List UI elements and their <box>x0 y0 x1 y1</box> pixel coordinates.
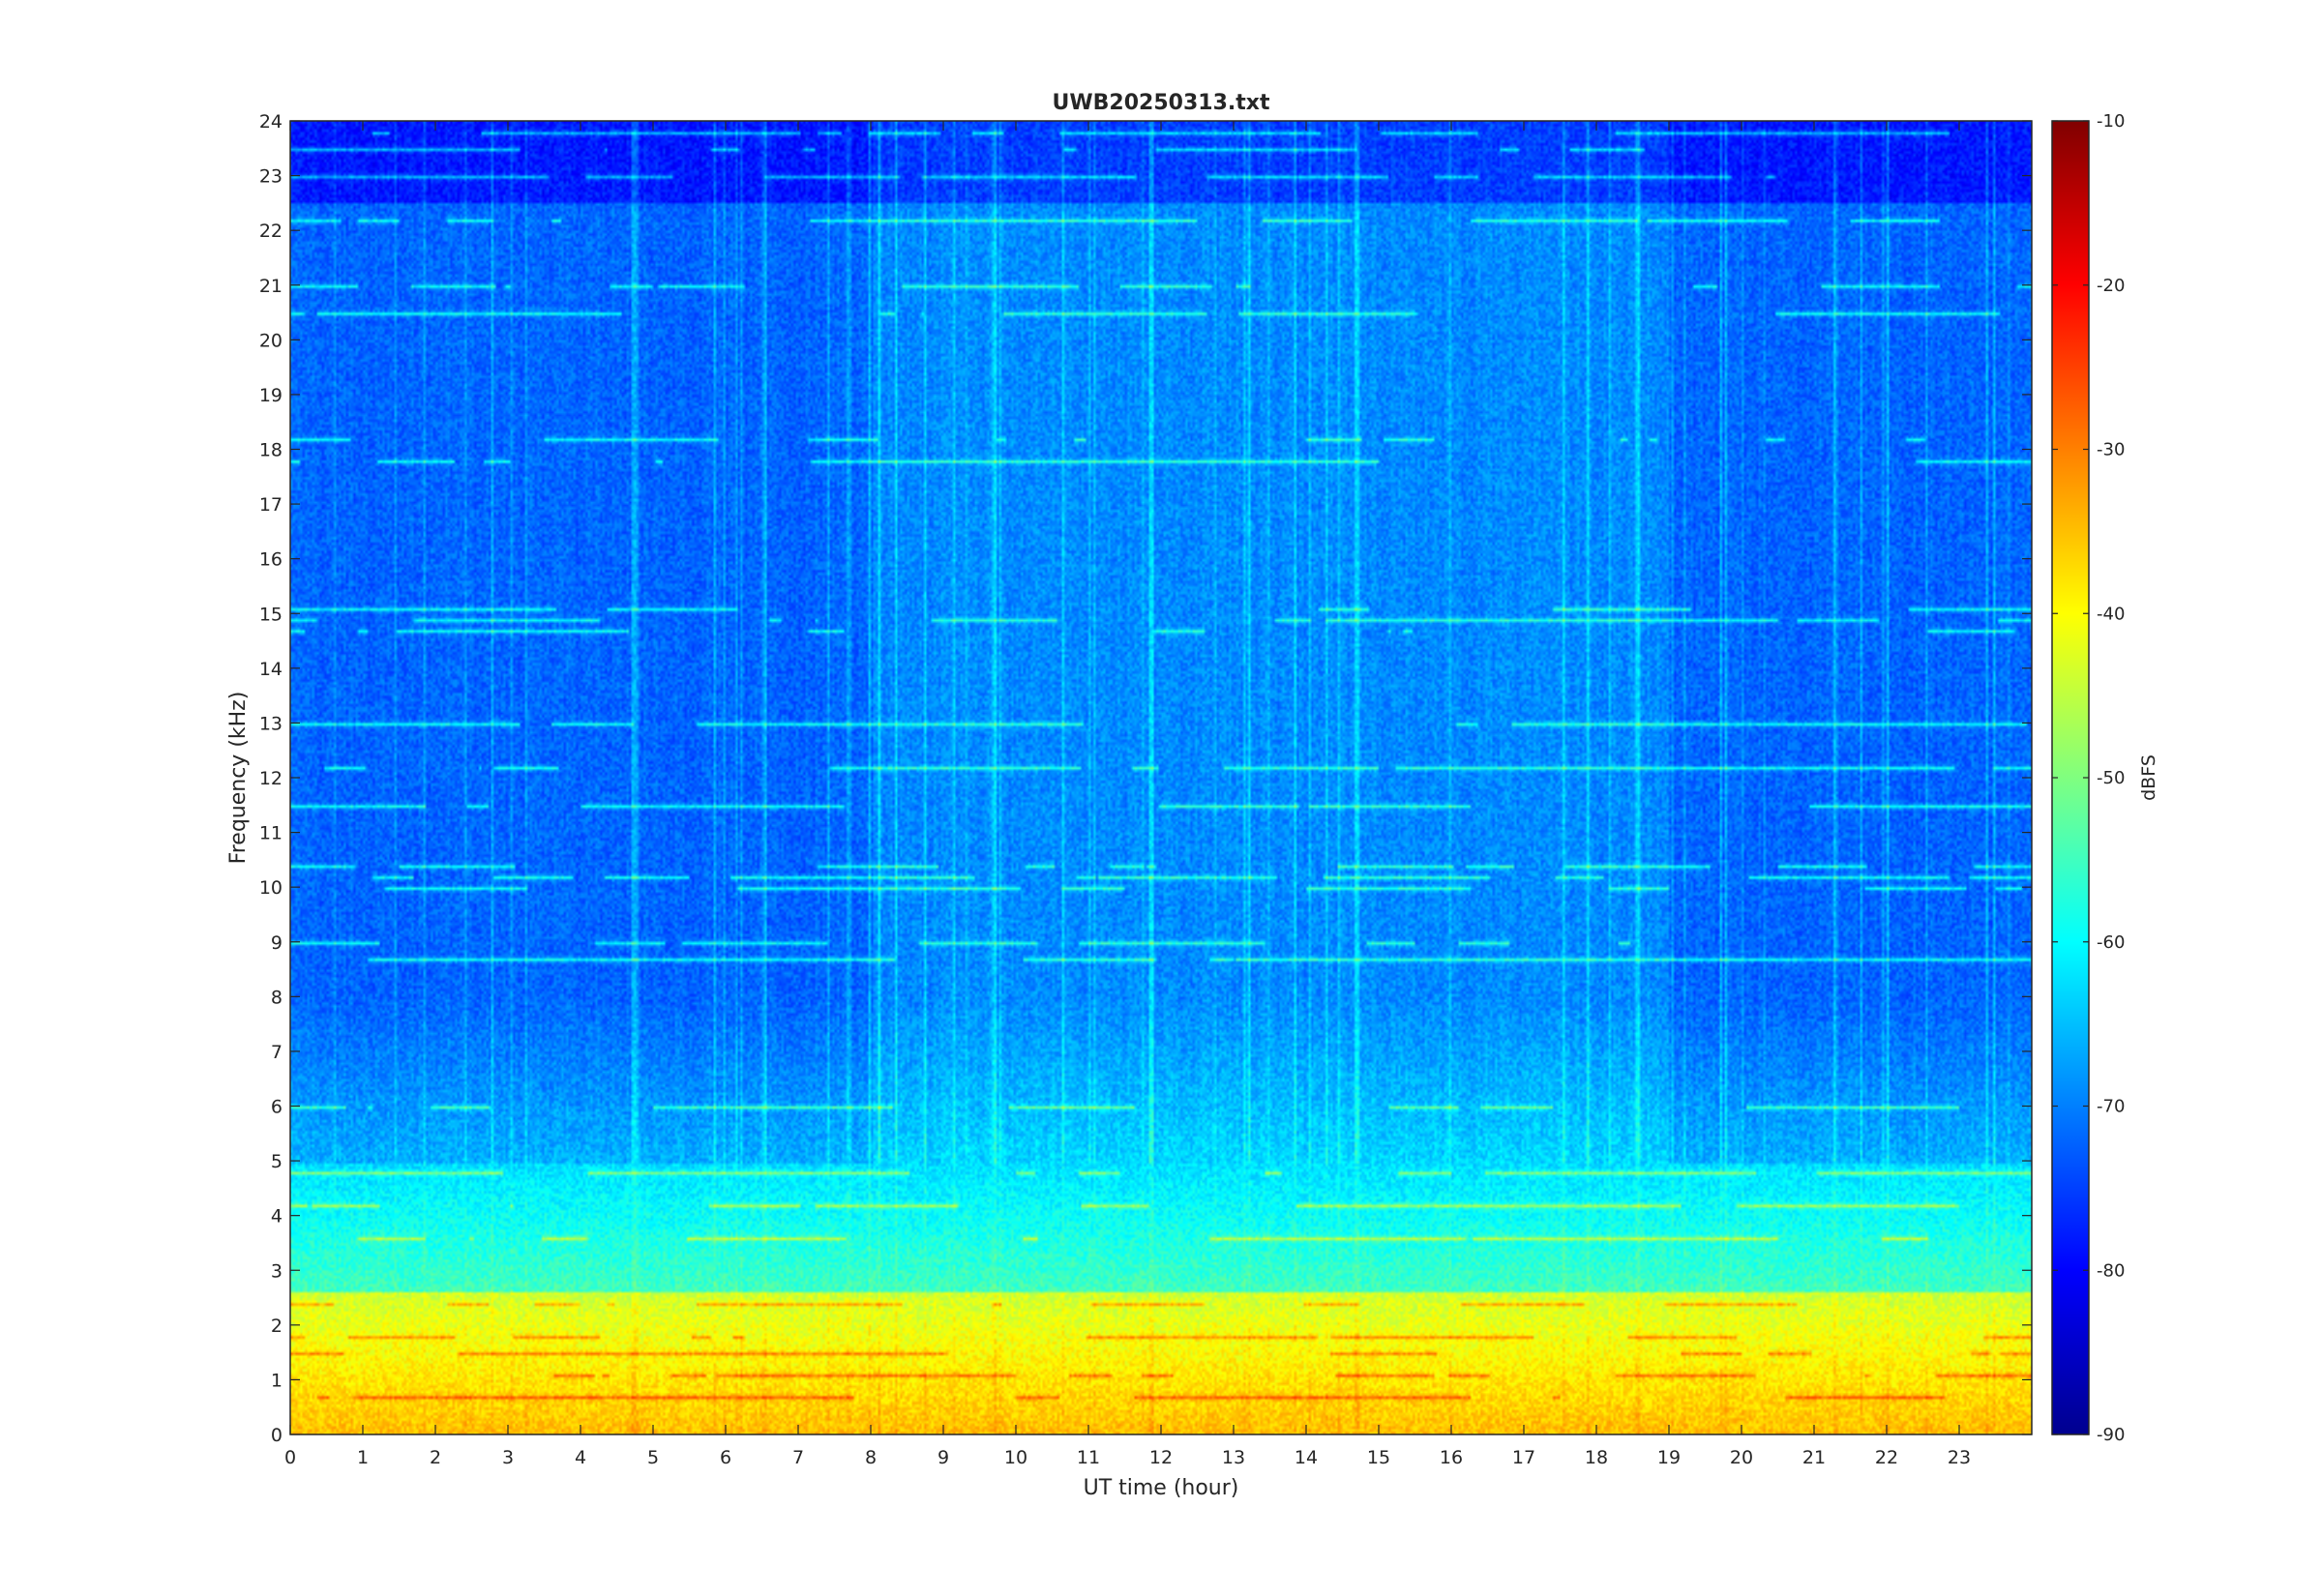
x-tick-label: 9 <box>938 1447 949 1468</box>
colorbar-tick-label: -50 <box>2097 768 2125 788</box>
x-tick-label: 2 <box>430 1447 441 1468</box>
x-tick-label: 0 <box>284 1447 296 1468</box>
x-tick-label: 23 <box>1948 1447 1971 1468</box>
colorbar-tick-label: -90 <box>2097 1425 2125 1445</box>
plot-area <box>289 120 2033 1435</box>
y-tick-label: 22 <box>259 221 283 242</box>
y-tick-label: 5 <box>271 1151 283 1172</box>
y-tick-label: 3 <box>271 1260 283 1282</box>
y-tick-label: 1 <box>271 1370 283 1391</box>
x-tick-label: 17 <box>1512 1447 1535 1468</box>
x-axis-label: UT time (hour) <box>1084 1476 1239 1500</box>
colorbar-tick-label: -20 <box>2097 276 2125 296</box>
y-tick-label: 4 <box>271 1206 283 1227</box>
x-tick-label: 20 <box>1730 1447 1753 1468</box>
spectrogram-heatmap <box>290 121 2032 1434</box>
x-tick-label: 6 <box>720 1447 731 1468</box>
x-tick-label: 22 <box>1875 1447 1898 1468</box>
colorbar-tick-label: -60 <box>2097 932 2125 953</box>
y-tick-label: 8 <box>271 987 283 1008</box>
y-tick-label: 14 <box>259 659 283 680</box>
x-tick-label: 10 <box>1004 1447 1027 1468</box>
y-tick-label: 24 <box>259 111 283 133</box>
y-tick-label: 12 <box>259 768 283 789</box>
y-tick-label: 21 <box>259 276 283 297</box>
colorbar: -90 -80 -70 -60 -50 -40 -30 -20 -10 dBFS <box>2051 111 2159 1445</box>
x-tick-label: 21 <box>1802 1447 1826 1468</box>
colorbar-tick-label: -40 <box>2097 604 2125 624</box>
x-tick-label: 5 <box>647 1447 659 1468</box>
chart-title: UWB20250313.txt <box>1053 91 1270 115</box>
y-tick-label: 18 <box>259 440 283 461</box>
x-tick-label: 12 <box>1149 1447 1173 1468</box>
y-tick-label: 7 <box>271 1042 283 1063</box>
y-tick-label: 10 <box>259 877 283 899</box>
colorbar-tick-label: -10 <box>2097 111 2125 132</box>
y-tick-label: 6 <box>271 1097 283 1118</box>
colorbar-tick-label: -70 <box>2097 1097 2125 1117</box>
x-tick-label: 8 <box>865 1447 877 1468</box>
colorbar-label: dBFS <box>2138 754 2159 801</box>
x-tick-label: 18 <box>1585 1447 1608 1468</box>
x-tick-label: 16 <box>1440 1447 1463 1468</box>
y-tick-label: 17 <box>259 494 283 516</box>
y-tick-label: 2 <box>271 1315 283 1337</box>
y-tick-label: 20 <box>259 330 283 351</box>
x-tick-label: 19 <box>1657 1447 1681 1468</box>
y-tick-label: 15 <box>259 604 283 625</box>
x-axis-ticks: 0 1 2 3 4 5 6 7 8 9 10 11 12 13 14 15 16 17 18 19 20 21 22 23 <box>284 121 1971 1468</box>
y-tick-label: 19 <box>259 385 283 406</box>
y-tick-label: 0 <box>271 1425 283 1446</box>
x-tick-label: 13 <box>1222 1447 1245 1468</box>
colorbar-ticks: -90 -80 -70 -60 -50 -40 -30 -20 -10 <box>2052 111 2125 1445</box>
y-axis-label: Frequency (kHz) <box>226 692 251 865</box>
x-tick-label: 11 <box>1077 1447 1100 1468</box>
y-tick-label: 9 <box>271 932 283 954</box>
y-tick-label: 11 <box>259 823 283 844</box>
x-tick-label: 3 <box>502 1447 514 1468</box>
x-tick-label: 4 <box>575 1447 586 1468</box>
x-tick-label: 7 <box>792 1447 804 1468</box>
colorbar-tick-label: -80 <box>2097 1260 2125 1281</box>
y-tick-label: 23 <box>259 166 283 188</box>
x-tick-label: 15 <box>1367 1447 1390 1468</box>
x-tick-label: 14 <box>1295 1447 1318 1468</box>
y-tick-label: 16 <box>259 549 283 571</box>
y-tick-label: 13 <box>259 713 283 734</box>
colorbar-tick-label: -30 <box>2097 440 2125 460</box>
x-tick-label: 1 <box>357 1447 369 1468</box>
